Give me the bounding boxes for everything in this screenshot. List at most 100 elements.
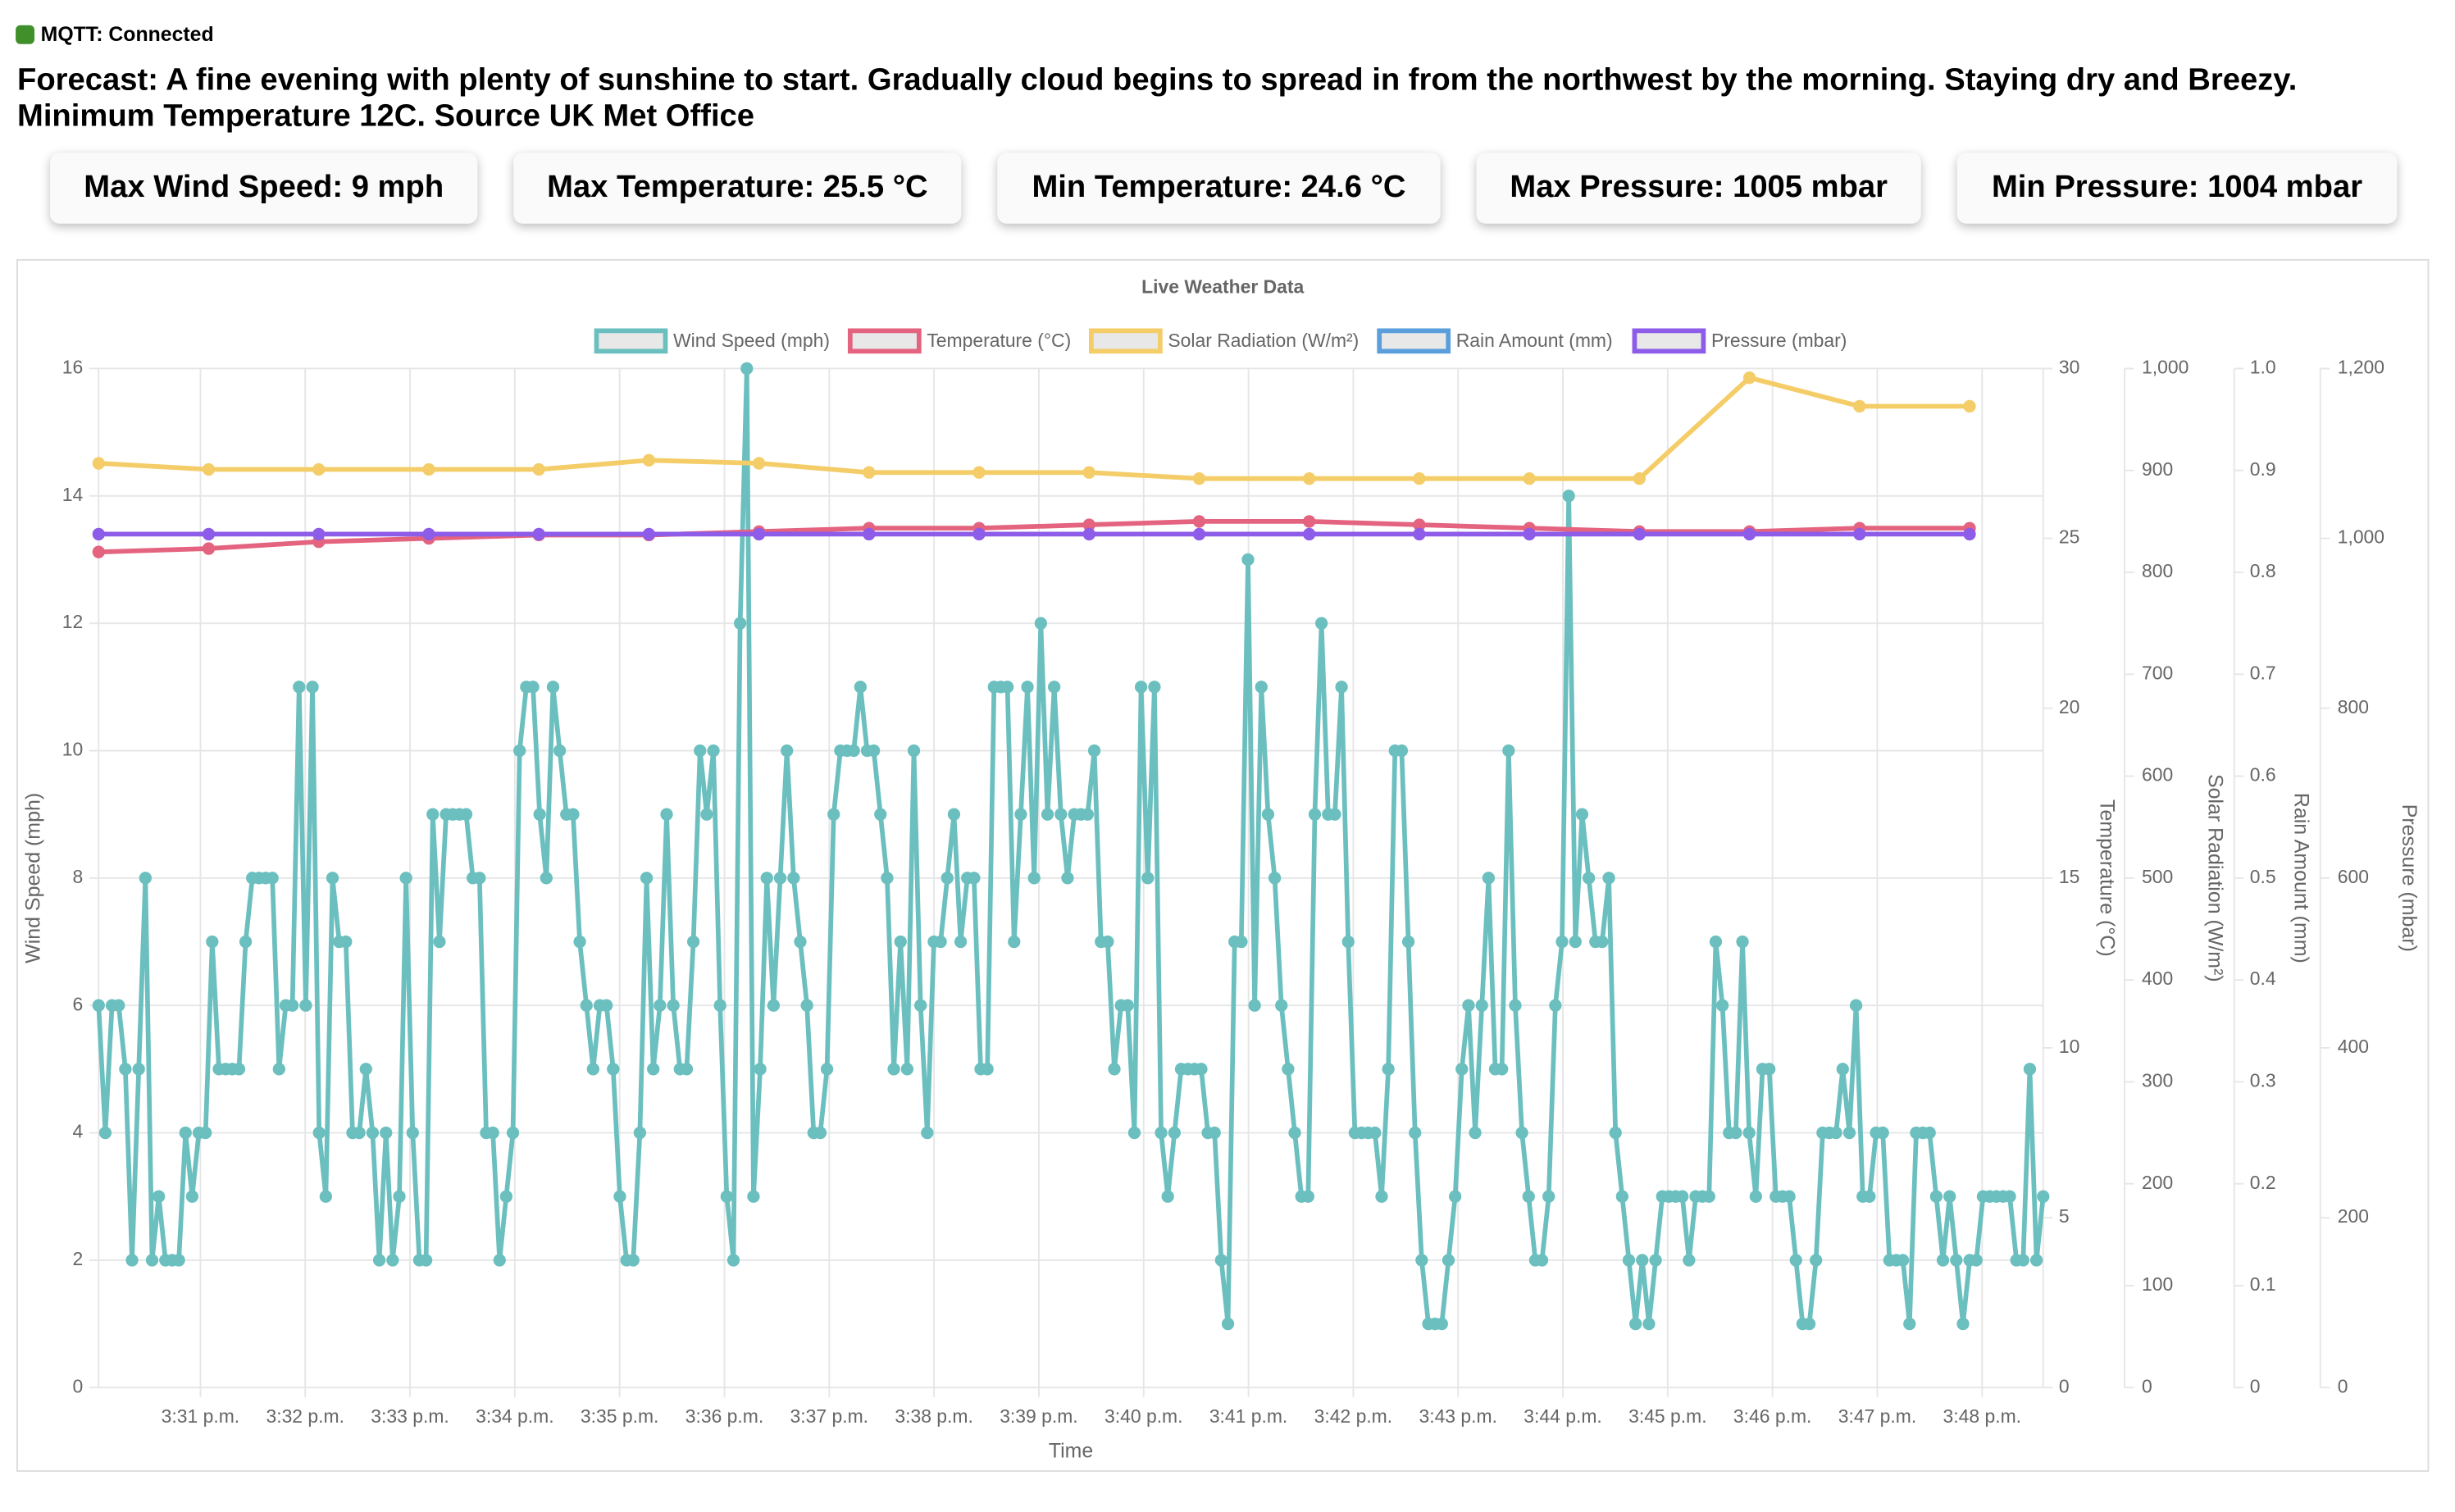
data-point <box>894 935 907 949</box>
x-tick-label: 3:41 p.m. <box>1209 1405 1287 1427</box>
data-point <box>1087 744 1101 758</box>
x-tick-label: 3:31 p.m. <box>162 1405 239 1427</box>
data-point <box>1221 1317 1235 1331</box>
data-point <box>2037 1190 2050 1203</box>
y-tick-label: 0 <box>2142 1375 2152 1396</box>
legend-label: Solar Radiation (W/m²) <box>1168 330 1359 351</box>
data-point <box>752 457 766 470</box>
data-point <box>968 872 981 885</box>
y-tick-label: 400 <box>2142 968 2173 989</box>
data-point <box>1523 527 1536 541</box>
legend-swatch <box>594 328 668 354</box>
data-point <box>1021 681 1034 694</box>
y-tick-label: 0 <box>2059 1375 2070 1396</box>
x-tick-label: 3:36 p.m. <box>685 1405 763 1427</box>
data-point <box>863 527 876 541</box>
data-point <box>921 1126 934 1140</box>
data-point <box>459 808 473 821</box>
legend-label: Rain Amount (mm) <box>1456 330 1613 351</box>
y-axis-title: Pressure (mbar) <box>2398 804 2421 952</box>
y-axis-title: Temperature (°C) <box>2096 799 2119 957</box>
data-point <box>954 935 968 949</box>
data-point <box>1041 808 1054 821</box>
x-tick-label: 3:48 p.m. <box>1943 1405 2021 1427</box>
data-point <box>553 744 567 758</box>
data-point <box>642 453 656 467</box>
data-point <box>1435 1317 1448 1331</box>
data-point <box>941 872 954 885</box>
data-point <box>1192 527 1206 541</box>
x-tick-label: 3:42 p.m. <box>1314 1405 1392 1427</box>
data-point <box>613 1190 626 1203</box>
y-tick-label: 1.0 <box>2250 357 2276 378</box>
series-line <box>98 518 1970 555</box>
data-point <box>867 744 881 758</box>
data-point <box>1575 808 1589 821</box>
data-point <box>399 872 412 885</box>
data-point <box>1469 1126 1482 1140</box>
y-tick-label: 2 <box>72 1248 83 1269</box>
data-point <box>1168 1126 1181 1140</box>
y-tick-label: 300 <box>2142 1069 2173 1091</box>
data-point <box>92 527 105 541</box>
data-point <box>1369 1126 1382 1140</box>
data-point <box>1027 872 1041 885</box>
data-point <box>1462 999 1475 1012</box>
data-point <box>1275 999 1288 1012</box>
data-point <box>947 808 961 821</box>
data-point <box>92 999 105 1012</box>
data-point <box>119 1063 132 1076</box>
card: Min Temperature: 24.6 °C <box>997 153 1441 224</box>
x-tick-label: 3:38 p.m. <box>895 1405 972 1427</box>
data-point <box>660 808 673 821</box>
data-point <box>847 744 860 758</box>
data-point <box>874 808 887 821</box>
legend-label: Wind Speed (mph) <box>673 330 830 351</box>
data-point <box>152 1190 166 1203</box>
data-point <box>1736 935 1749 949</box>
data-point <box>1341 935 1355 949</box>
data-point <box>546 681 560 694</box>
data-point <box>1729 1126 1742 1140</box>
y-tick-label: 600 <box>2142 764 2173 786</box>
data-point <box>754 1063 767 1076</box>
data-point <box>1555 935 1569 949</box>
data-point <box>1649 1254 1662 1267</box>
data-point <box>202 527 216 541</box>
x-tick-label: 3:35 p.m. <box>581 1405 658 1427</box>
card: Min Pressure: 1004 mbar <box>1956 153 2398 224</box>
data-point <box>1195 1063 1208 1076</box>
data-point <box>1629 1317 1642 1331</box>
data-point <box>1048 681 1061 694</box>
data-point <box>1963 527 1976 541</box>
data-point <box>299 999 312 1012</box>
data-point <box>740 362 754 376</box>
chart-title: Live Weather Data <box>1141 276 1304 298</box>
data-point <box>1496 1063 1509 1076</box>
data-point <box>1853 399 1866 413</box>
data-point <box>206 935 219 949</box>
data-point <box>312 462 326 476</box>
x-tick-label: 3:34 p.m. <box>476 1405 553 1427</box>
data-point <box>1515 1126 1528 1140</box>
y-tick-label: 200 <box>2338 1205 2369 1227</box>
data-point <box>1896 1254 1910 1267</box>
y-tick-label: 0.3 <box>2250 1069 2276 1091</box>
data-point <box>422 462 435 476</box>
data-point <box>981 1063 994 1076</box>
y-tick-label: 0.6 <box>2250 764 2276 786</box>
data-point <box>1763 1063 1776 1076</box>
data-point <box>1413 472 1426 485</box>
y-tick-label: 0 <box>72 1375 83 1396</box>
data-point <box>726 1254 740 1267</box>
data-point <box>1000 681 1014 694</box>
x-tick-label: 3:47 p.m. <box>1838 1405 1916 1427</box>
data-point <box>1842 1126 1856 1140</box>
data-point <box>499 1190 513 1203</box>
data-point <box>752 527 766 541</box>
data-point <box>1956 1317 1970 1331</box>
x-tick-label: 3:43 p.m. <box>1419 1405 1496 1427</box>
data-point <box>1395 744 1409 758</box>
data-point <box>1248 999 1261 1012</box>
data-point <box>1282 1063 1295 1076</box>
